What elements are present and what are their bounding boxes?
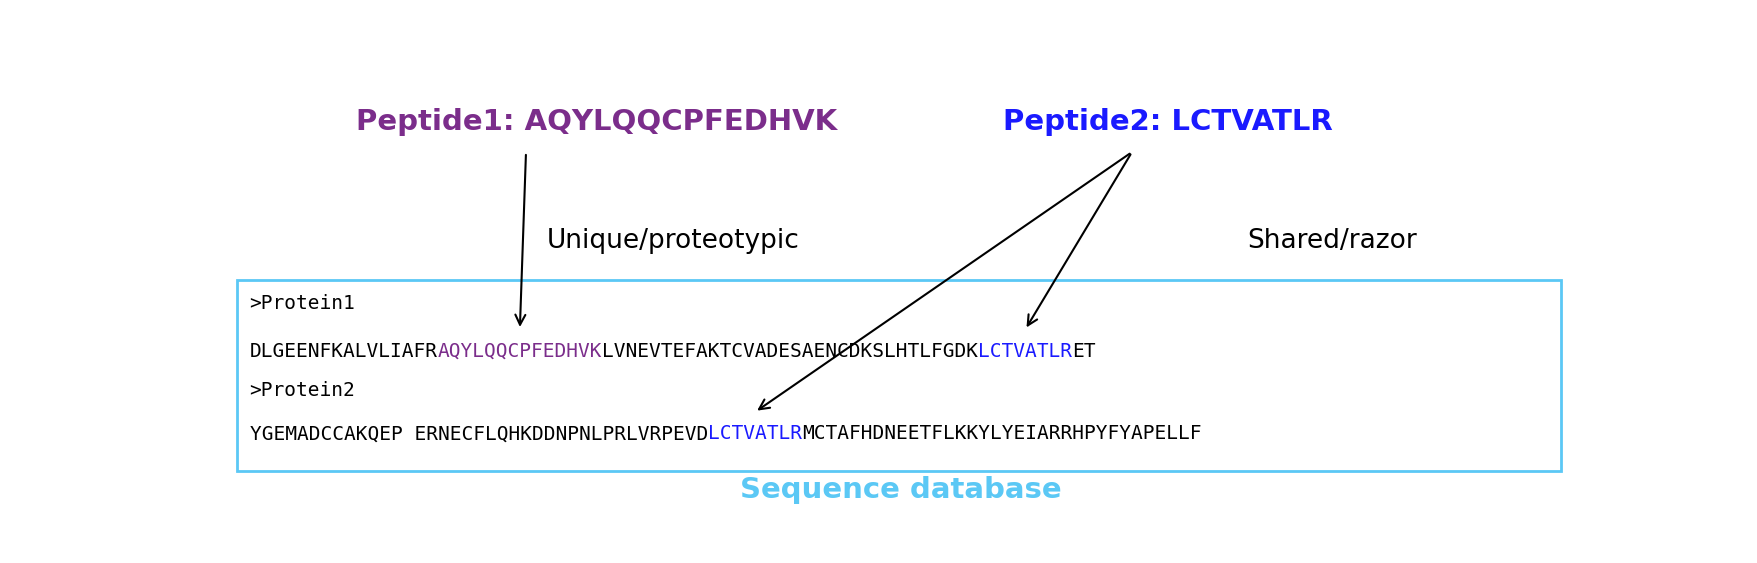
Text: YGEMADCCAKQEP ERNECFLQHKDDNPNLPRLVRPEVD: YGEMADCCAKQEP ERNECFLQHKDDNPNLPRLVRPEVD bbox=[249, 425, 708, 444]
Text: LCTVATLR: LCTVATLR bbox=[979, 342, 1072, 361]
Text: LCTVATLR: LCTVATLR bbox=[708, 425, 801, 444]
Text: >Protein2: >Protein2 bbox=[249, 381, 355, 400]
Text: AQYLQQCPFEDHVK: AQYLQQCPFEDHVK bbox=[437, 342, 603, 361]
Text: MCTAFHDNEETFLKKYLYEIARRHPYFYAPELLF: MCTAFHDNEETFLKKYLYEIARRHPYFYAPELLF bbox=[801, 425, 1202, 444]
Text: ET: ET bbox=[1072, 342, 1096, 361]
Text: >Protein1: >Protein1 bbox=[249, 294, 355, 314]
Text: Peptide1: AQYLQQCPFEDHVK: Peptide1: AQYLQQCPFEDHVK bbox=[355, 108, 836, 136]
Text: Unique/proteotypic: Unique/proteotypic bbox=[546, 228, 799, 254]
Text: Peptide2: LCTVATLR: Peptide2: LCTVATLR bbox=[1003, 108, 1332, 136]
Text: DLGEENFKALVLIAFR: DLGEENFKALVLIAFR bbox=[249, 342, 437, 361]
Text: Sequence database: Sequence database bbox=[740, 476, 1061, 504]
Text: Shared/razor: Shared/razor bbox=[1247, 228, 1418, 254]
Text: LVNEVTEFAKTCVADESAENCDKSLHTLFGDK: LVNEVTEFAKTCVADESAENCDKSLHTLFGDK bbox=[603, 342, 979, 361]
